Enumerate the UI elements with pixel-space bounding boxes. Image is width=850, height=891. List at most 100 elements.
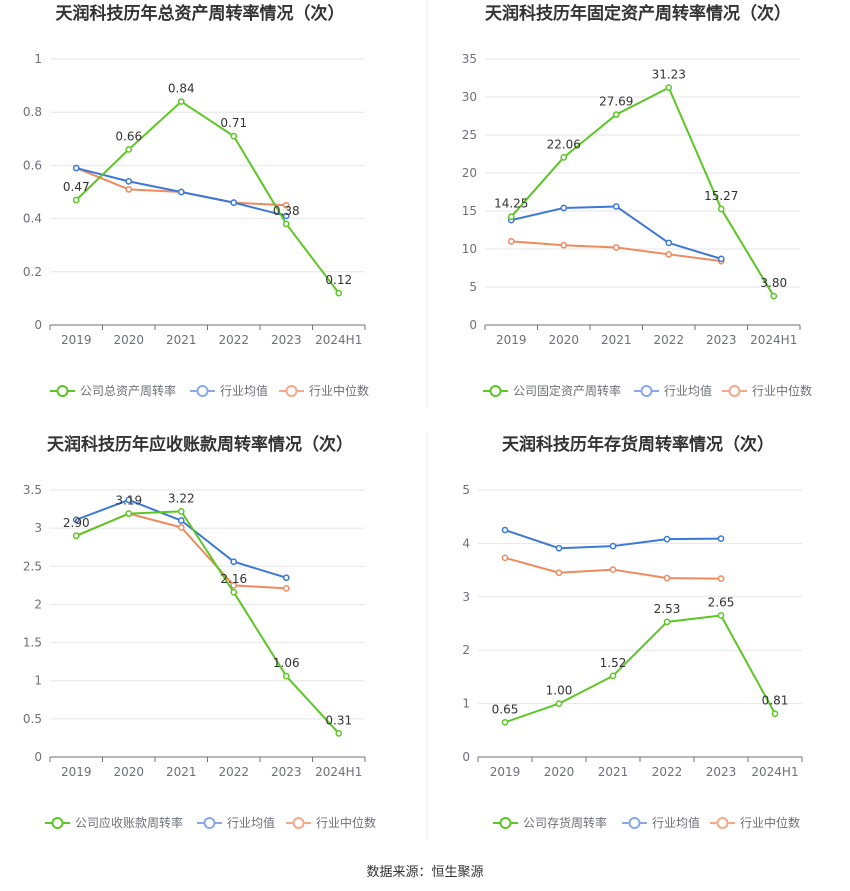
legend-item-avg[interactable]: 行业均值 (634, 383, 712, 398)
data-label: 0.71 (220, 116, 247, 130)
data-point-avg[interactable] (612, 203, 620, 210)
legend-label: 行业均值 (220, 383, 268, 398)
data-point-company[interactable] (125, 510, 133, 517)
data-point-avg[interactable] (177, 517, 185, 524)
data-point-company[interactable] (125, 146, 133, 153)
data-point-company[interactable] (501, 718, 509, 726)
data-point-median[interactable] (177, 524, 185, 531)
x-tick-label: 2022 (652, 765, 683, 779)
data-point-company[interactable] (282, 672, 290, 680)
data-point-company[interactable] (717, 205, 725, 213)
data-point-avg[interactable] (717, 255, 725, 263)
data-point-company[interactable] (335, 730, 343, 737)
data-point-avg[interactable] (125, 496, 133, 504)
x-tick-label: 2024H1 (315, 333, 362, 347)
data-point-median[interactable] (555, 569, 563, 577)
data-point-median[interactable] (717, 575, 725, 582)
legend-label: 公司应收账款周转率 (75, 815, 183, 830)
legend-item-median[interactable]: 行业中位数 (286, 815, 376, 830)
data-point-median[interactable] (282, 201, 290, 209)
legend-item-median[interactable]: 行业中位数 (722, 383, 812, 398)
data-point-avg[interactable] (665, 239, 673, 247)
data-point-avg[interactable] (177, 188, 185, 196)
data-point-median[interactable] (282, 585, 290, 592)
legend-item-company[interactable]: 公司固定资产周转率 (483, 383, 621, 398)
legend-label: 行业中位数 (740, 815, 800, 830)
data-point-avg[interactable] (72, 516, 80, 524)
data-point-avg[interactable] (501, 526, 509, 534)
chart-panel-2: 天润科技历年固定资产周转率情况（次） 0 5 10 15 20 25 30 35 2019 2020… (462, 3, 812, 398)
data-point-company[interactable] (609, 672, 617, 680)
data-point-company[interactable] (717, 612, 725, 619)
data-point-avg[interactable] (282, 574, 290, 582)
data-point-company[interactable] (177, 98, 185, 105)
data-label: 0.31 (325, 713, 352, 727)
data-point-company[interactable] (771, 710, 779, 718)
data-point-avg[interactable] (717, 535, 725, 542)
data-point-median[interactable] (507, 238, 515, 245)
data-point-avg[interactable] (230, 558, 238, 566)
data-point-company[interactable] (72, 532, 80, 540)
data-point-avg[interactable] (282, 212, 290, 220)
data-point-company[interactable] (335, 289, 343, 297)
legend-item-avg[interactable]: 行业均值 (190, 383, 268, 398)
data-label: 3.80 (760, 276, 787, 290)
legend-item-company[interactable]: 公司存货周转率 (493, 815, 607, 830)
legend-item-median[interactable]: 行业中位数 (710, 815, 800, 830)
legend-item-avg[interactable]: 行业均值 (622, 815, 700, 830)
chart-panel-4: 天润科技历年存货周转率情况（次） 0 1 2 3 4 5 2019 2020 2021 2022 20… (462, 434, 803, 830)
data-point-median[interactable] (663, 574, 671, 582)
x-tick-label: 2024H1 (751, 765, 798, 779)
y-tick-label: 0.5 (23, 712, 42, 726)
data-point-avg[interactable] (609, 542, 617, 550)
data-point-median[interactable] (230, 582, 238, 589)
y-tick-label: 3 (34, 521, 42, 535)
data-point-company[interactable] (555, 700, 563, 707)
data-point-avg[interactable] (663, 535, 671, 543)
data-point-median[interactable] (612, 244, 620, 251)
y-tick-label: 3 (462, 590, 470, 604)
data-point-median[interactable] (665, 250, 673, 258)
y-tick-label: 30 (462, 90, 477, 104)
data-point-company[interactable] (72, 196, 80, 204)
x-tick-label: 2019 (61, 333, 92, 347)
legend-item-company[interactable]: 公司应收账款周转率 (45, 815, 183, 830)
x-tick-label: 2020 (548, 333, 579, 347)
y-tick-label: 0.6 (23, 158, 42, 172)
x-tick-label: 2021 (166, 765, 197, 779)
legend-marker (285, 385, 298, 397)
data-point-avg[interactable] (560, 204, 568, 212)
chart-title: 天润科技历年固定资产周转率情况（次） (485, 3, 791, 24)
data-point-company[interactable] (770, 292, 778, 300)
data-point-avg[interactable] (555, 544, 563, 552)
legend-item-avg[interactable]: 行业均值 (197, 815, 275, 830)
x-tick-label: 2021 (598, 765, 629, 779)
data-point-company[interactable] (230, 132, 238, 140)
legend-label: 公司总资产周转率 (80, 383, 176, 398)
legend-marker (628, 817, 641, 829)
legend-item-median[interactable]: 行业中位数 (279, 383, 369, 398)
legend-label: 行业中位数 (309, 383, 369, 398)
data-label: 1.52 (600, 656, 627, 670)
data-point-company[interactable] (612, 111, 620, 118)
y-tick-label: 0 (462, 750, 470, 764)
data-point-median[interactable] (125, 185, 133, 193)
data-point-company[interactable] (230, 588, 238, 596)
y-tick-label: 1 (34, 674, 42, 688)
legend-label: 行业均值 (664, 383, 712, 398)
data-point-median[interactable] (609, 566, 617, 573)
data-point-median[interactable] (560, 241, 568, 249)
legend-item-company[interactable]: 公司总资产周转率 (50, 383, 176, 398)
data-point-company[interactable] (282, 220, 290, 228)
y-tick-label: 2 (34, 597, 42, 611)
data-point-avg[interactable] (72, 164, 80, 172)
data-point-avg[interactable] (125, 178, 133, 185)
data-point-company[interactable] (507, 213, 515, 221)
data-point-company[interactable] (663, 618, 671, 626)
data-point-company[interactable] (665, 84, 673, 92)
data-point-company[interactable] (177, 508, 185, 515)
data-point-avg[interactable] (230, 199, 238, 206)
data-point-median[interactable] (501, 554, 509, 562)
data-point-company[interactable] (560, 153, 568, 161)
